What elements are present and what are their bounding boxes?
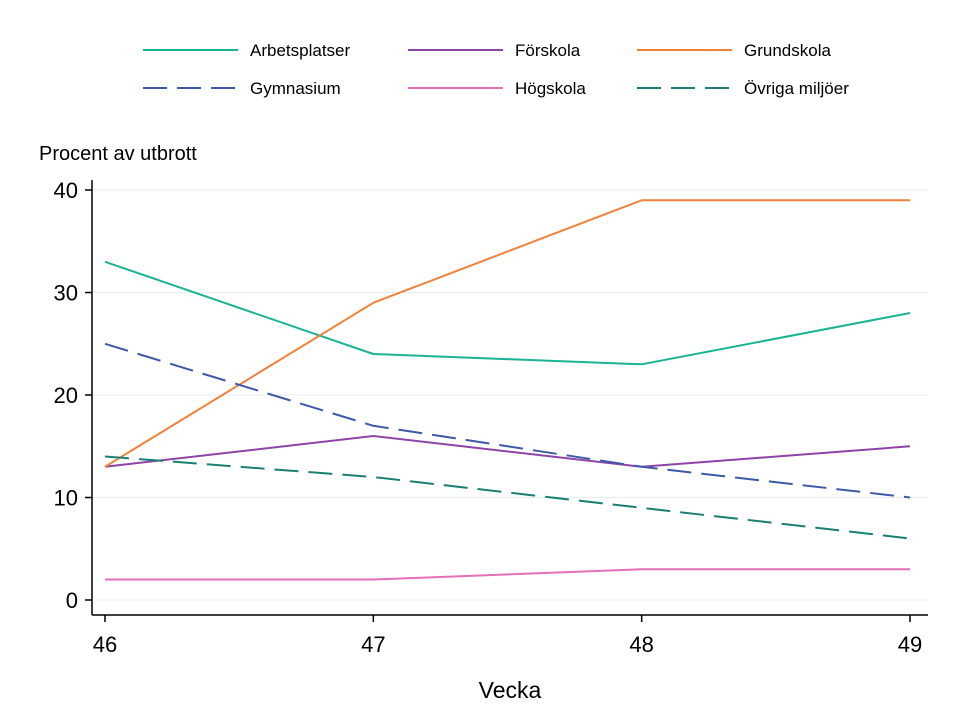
series-lines <box>104 199 911 581</box>
legend-item: Gymnasium <box>143 79 341 98</box>
legend: Arbetsplatser Förskola Grundskola Gymnasium… <box>143 41 849 98</box>
legend-label: Arbetsplatser <box>250 41 350 60</box>
y-tick-label: 0 <box>66 588 78 613</box>
x-tick-label: 49 <box>898 632 922 657</box>
legend-item: Grundskola <box>637 41 831 60</box>
y-ticks: 0 10 20 30 40 <box>54 178 92 613</box>
legend-item: Övriga miljöer <box>637 79 849 98</box>
series-line-3 <box>104 199 910 468</box>
y-tick-label: 20 <box>54 383 78 408</box>
x-tick-label: 47 <box>361 632 385 657</box>
legend-label: Grundskola <box>744 41 831 60</box>
legend-item: Högskola <box>408 79 586 98</box>
x-ticks: 46 47 48 49 <box>93 615 922 657</box>
gridlines <box>92 189 928 601</box>
legend-label: Förskola <box>515 41 581 60</box>
x-tick-label: 48 <box>629 632 653 657</box>
series-line-5 <box>105 568 910 581</box>
legend-item: Förskola <box>408 41 581 60</box>
y-tick-label: 30 <box>54 281 78 306</box>
legend-label: Gymnasium <box>250 79 341 98</box>
x-tick-label: 46 <box>93 632 117 657</box>
series-line-1 <box>104 260 911 366</box>
legend-item: Arbetsplatser <box>143 41 350 60</box>
legend-label: Högskola <box>515 79 586 98</box>
series-line-2 <box>104 435 911 468</box>
series-line-4 <box>104 342 911 499</box>
legend-label: Övriga miljöer <box>744 79 849 98</box>
y-tick-label: 10 <box>54 486 78 511</box>
x-axis-label: Vecka <box>479 677 542 703</box>
axes <box>91 180 928 616</box>
y-tick-label: 40 <box>54 178 78 203</box>
y-axis-label: Procent av utbrott <box>39 143 197 165</box>
